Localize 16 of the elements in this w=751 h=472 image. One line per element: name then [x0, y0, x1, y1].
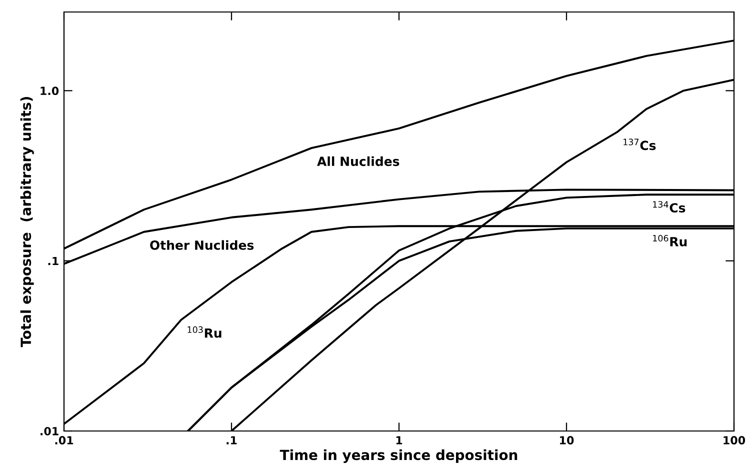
- x-tick-label: 10: [560, 436, 574, 444]
- annotation: $^{137}$Cs: [624, 138, 656, 150]
- annotation: $^{134}$Cs: [653, 201, 686, 213]
- y-tick-label: 1.0: [40, 86, 59, 96]
- y-tick-label: .1: [48, 256, 58, 266]
- x-tick-label: 100: [724, 436, 746, 444]
- y-tick-label: .01: [40, 426, 58, 436]
- x-tick-label: 1: [396, 436, 402, 444]
- annotation: $^{103}$Ru: [188, 326, 222, 338]
- annotation: $^{106}$Ru: [653, 234, 687, 246]
- x-axis-title: Time in years since deposition: [280, 449, 518, 463]
- y-axis-title: Total exposure (arbitrary units): [20, 96, 34, 348]
- annotation: Other Nuclides: [150, 240, 254, 250]
- annotation: All Nuclides: [317, 156, 400, 166]
- x-tick-label: .1: [226, 436, 237, 444]
- x-tick-label: .01: [55, 436, 74, 444]
